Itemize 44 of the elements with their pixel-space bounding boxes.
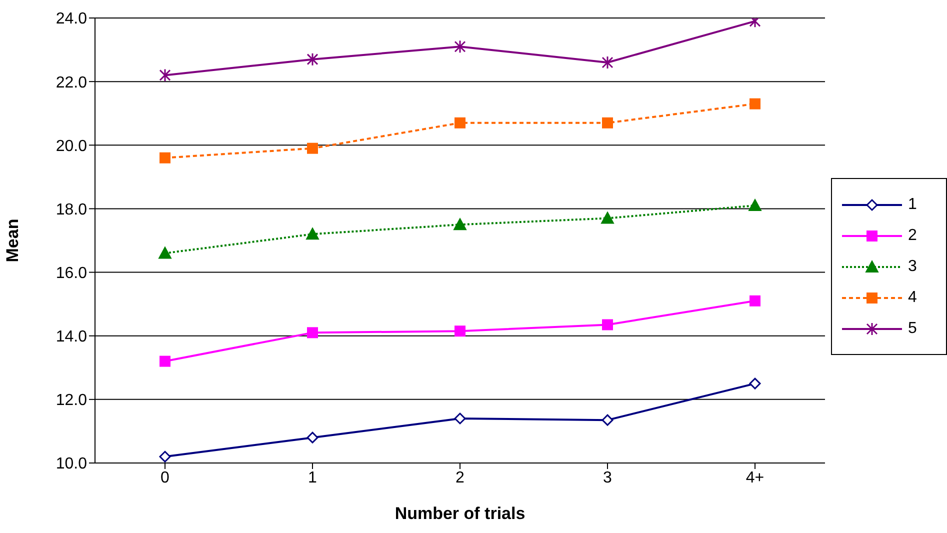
point (160, 152, 170, 164)
y-tick-label: 14.0 (56, 328, 88, 346)
point (454, 218, 466, 230)
point (454, 117, 466, 128)
legend-label: 5 (908, 320, 918, 338)
point (306, 52, 318, 66)
y-tick-label: 10.0 (56, 456, 88, 473)
legend-label: 4 (908, 288, 918, 306)
y-tick-label: 12.0 (56, 392, 88, 410)
y-tick-label: 18.0 (56, 201, 88, 218)
point (602, 319, 613, 330)
y-axis-title: Mean (3, 218, 22, 262)
y-tick-label: 20.0 (56, 138, 88, 155)
legend-label: 3 (908, 258, 918, 276)
legend-label: 1 (908, 196, 918, 214)
point (750, 98, 760, 110)
x-tick-label: 1 (308, 469, 318, 486)
point (601, 212, 614, 224)
point (306, 432, 318, 444)
point (454, 326, 466, 337)
x-tick-label: 2 (456, 469, 465, 486)
point (307, 327, 318, 338)
point (749, 378, 761, 390)
point (602, 117, 613, 128)
point (307, 142, 318, 154)
legend-label: 2 (908, 226, 918, 244)
point (160, 356, 170, 367)
point (158, 246, 172, 259)
point (159, 68, 171, 82)
point (454, 40, 466, 54)
point (750, 295, 760, 306)
x-tick-label: 0 (160, 469, 170, 486)
x-tick-label: 3 (603, 469, 612, 486)
y-tick-label: 22.0 (56, 74, 88, 92)
point (602, 414, 614, 426)
x-tick-label: 4+ (746, 469, 764, 486)
point (159, 450, 171, 462)
point (306, 228, 319, 240)
point (454, 412, 466, 424)
y-tick-label: 24.0 (56, 10, 88, 28)
x-axis-title: Number of trials (394, 504, 526, 523)
y-tick-label: 16.0 (56, 264, 88, 282)
point (602, 56, 614, 70)
point (748, 199, 762, 212)
